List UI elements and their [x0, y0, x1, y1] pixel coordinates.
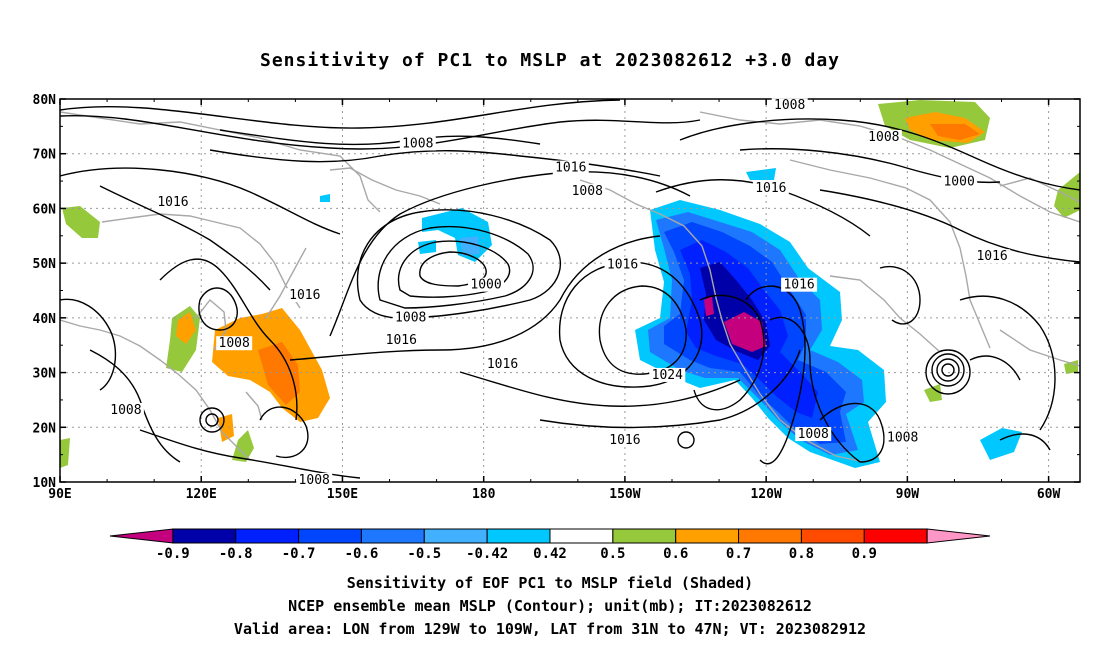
contour-label: 1008: [110, 403, 141, 418]
colorbar-swatch: [360, 528, 425, 544]
lon-tick-label: 120E: [186, 487, 217, 502]
contour-label: 1016: [157, 195, 188, 210]
lon-tick-label: 180: [472, 487, 496, 502]
colorbar-swatch: [926, 528, 991, 544]
lat-tick-label: 80N: [33, 93, 57, 108]
colorbar-swatch: [109, 528, 174, 544]
contour-label: 1008: [572, 184, 603, 199]
colorbar-label: -0.5: [407, 546, 441, 562]
contour-label: 1008: [798, 427, 829, 442]
colorbar-swatch: [172, 528, 237, 544]
lon-tick-label: 120W: [750, 487, 781, 502]
lat-tick-label: 20N: [33, 421, 57, 436]
contour-label: 1008: [219, 336, 250, 351]
chart-title: Sensitivity of PC1 to MSLP at 2023082612…: [259, 50, 840, 71]
contour-labels: 1008 1008 1000 1016 1008 1016 1008 1016 1016 1016…: [107, 98, 1011, 488]
colorbar-swatch: [298, 528, 362, 544]
lat-tick-label: 10N: [33, 476, 57, 491]
colorbar-label: 0.7: [726, 546, 751, 562]
contour-label: 1008: [774, 98, 805, 113]
coastlines: [60, 111, 1080, 463]
colorbar-label: -0.42: [466, 546, 508, 562]
contour-label: 1008: [868, 130, 899, 145]
contour-label: 1000: [470, 278, 501, 293]
lat-lon-grid: [60, 99, 1080, 482]
lat-tick-label: 60N: [33, 202, 57, 217]
lon-tick-label: 150E: [327, 487, 358, 502]
contour-label: 1008: [299, 473, 330, 488]
lat-tick-label: 70N: [33, 148, 57, 163]
contour-label: 1016: [386, 333, 417, 348]
mslp-contours: [60, 99, 1080, 479]
footer-line-1: Sensitivity of EOF PC1 to MSLP field (Sh…: [346, 574, 754, 592]
colorbar-label: 0.42: [533, 546, 567, 562]
contour-label: 1000: [943, 174, 974, 189]
lat-tick-label: 40N: [33, 312, 57, 327]
colorbar: -0.9 -0.8 -0.7 -0.6 -0.5 -0.42 0.42 0.5 0.6 0.7 0.…: [109, 528, 991, 562]
colorbar-label: -0.8: [219, 546, 253, 562]
contour-label: 1016: [609, 433, 640, 448]
contour-label: 1008: [402, 137, 433, 152]
contour-label: 1016: [487, 357, 518, 372]
colorbar-label: -0.9: [156, 546, 190, 562]
colorbar-label: 0.9: [852, 546, 877, 562]
contour-label: 1008: [887, 430, 918, 445]
lat-tick-label: 50N: [33, 257, 57, 272]
colorbar-label: -0.6: [345, 546, 379, 562]
colorbar-label: 0.8: [789, 546, 814, 562]
colorbar-swatch: [612, 528, 677, 544]
colorbar-swatch: [235, 528, 300, 544]
contour-label: 1016: [976, 249, 1007, 264]
contour-label: 1016: [555, 161, 586, 176]
footer-line-3: Valid area: LON from 129W to 109W, LAT f…: [233, 620, 867, 638]
shade-pacific-low: [422, 208, 492, 262]
lat-tick-label: 30N: [33, 367, 57, 382]
contour-label: 1024: [652, 368, 683, 383]
colorbar-swatch: [863, 528, 928, 544]
colorbar-swatch: [486, 528, 551, 544]
contour-label: 1016: [755, 181, 786, 196]
contour-label: 1016: [783, 278, 814, 293]
colorbar-swatch: [675, 528, 740, 544]
lon-tick-label: 90W: [896, 487, 920, 502]
contour-label: 1016: [289, 288, 320, 303]
footer-line-2: NCEP ensemble mean MSLP (Contour); unit(…: [288, 597, 812, 615]
colorbar-label: -0.7: [282, 546, 316, 562]
colorbar-swatch: [738, 528, 802, 544]
lon-tick-label: 60W: [1037, 487, 1061, 502]
contour-label: 1016: [607, 257, 638, 272]
colorbar-swatch: [423, 528, 488, 544]
sensitivity-shading: [60, 100, 1080, 468]
lon-tick-label: 90E: [48, 487, 71, 502]
lon-tick-label: 150W: [609, 487, 640, 502]
colorbar-label: 0.5: [600, 546, 625, 562]
colorbar-swatch: [800, 528, 865, 544]
contour-label: 1008: [395, 310, 426, 325]
colorbar-swatch: [549, 528, 614, 544]
colorbar-label: 0.6: [663, 546, 688, 562]
